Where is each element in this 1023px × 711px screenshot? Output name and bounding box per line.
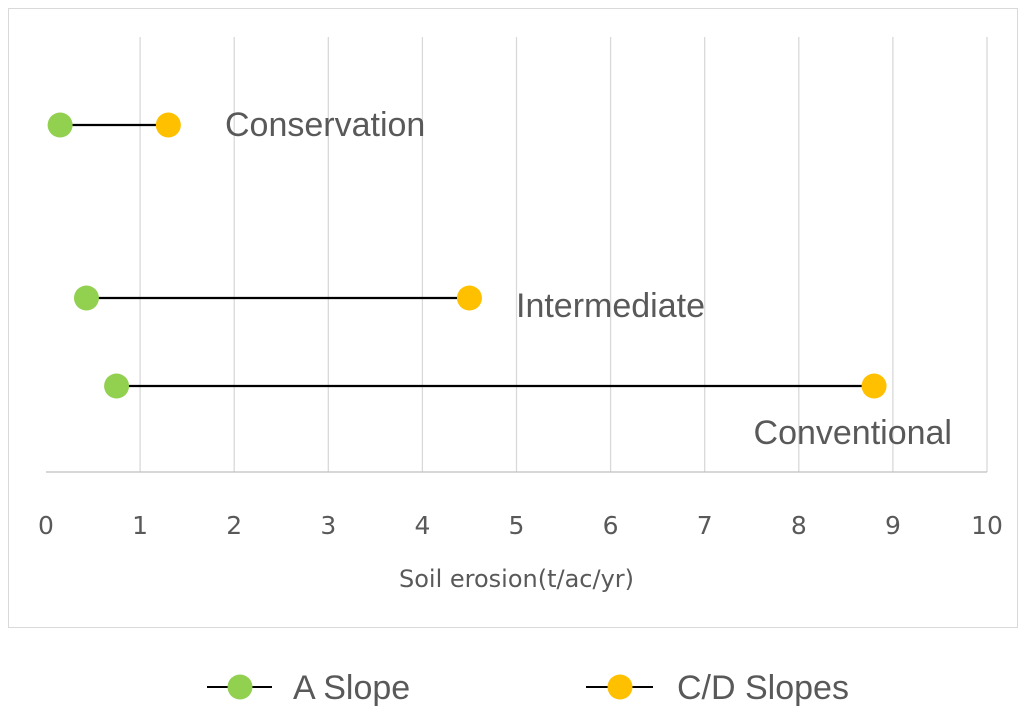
point-cd-slopes-intermediate [456,285,482,311]
legend-label-cd-slopes: C/D Slopes [677,669,849,707]
point-a-slope-conservation [47,112,73,138]
x-tick-label-3: 3 [320,511,336,540]
chart-frame [8,8,1018,628]
x-tick-label-5: 5 [509,511,525,540]
category-label-conventional: Conventional [754,414,952,452]
point-cd-slopes-conventional [861,373,887,399]
x-tick-label-9: 9 [885,511,901,540]
x-tick-label-6: 6 [603,511,619,540]
x-axis-title: Soil erosion(t/ac/yr) [399,565,634,593]
point-a-slope-conventional [104,373,130,399]
legend-marker-cd-slopes [607,674,633,700]
legend-label-a-slope: A Slope [293,669,410,707]
x-tick-label-8: 8 [791,511,807,540]
category-label-conservation: Conservation [225,106,425,144]
x-tick-label-10: 10 [971,511,1003,540]
x-tick-label-0: 0 [38,511,54,540]
point-a-slope-intermediate [73,285,99,311]
point-cd-slopes-conservation [155,112,181,138]
category-label-intermediate: Intermediate [516,287,705,325]
x-tick-label-2: 2 [226,511,242,540]
legend-marker-a-slope [227,674,253,700]
x-tick-label-1: 1 [132,511,148,540]
x-tick-label-4: 4 [414,511,430,540]
x-tick-label-7: 7 [697,511,713,540]
